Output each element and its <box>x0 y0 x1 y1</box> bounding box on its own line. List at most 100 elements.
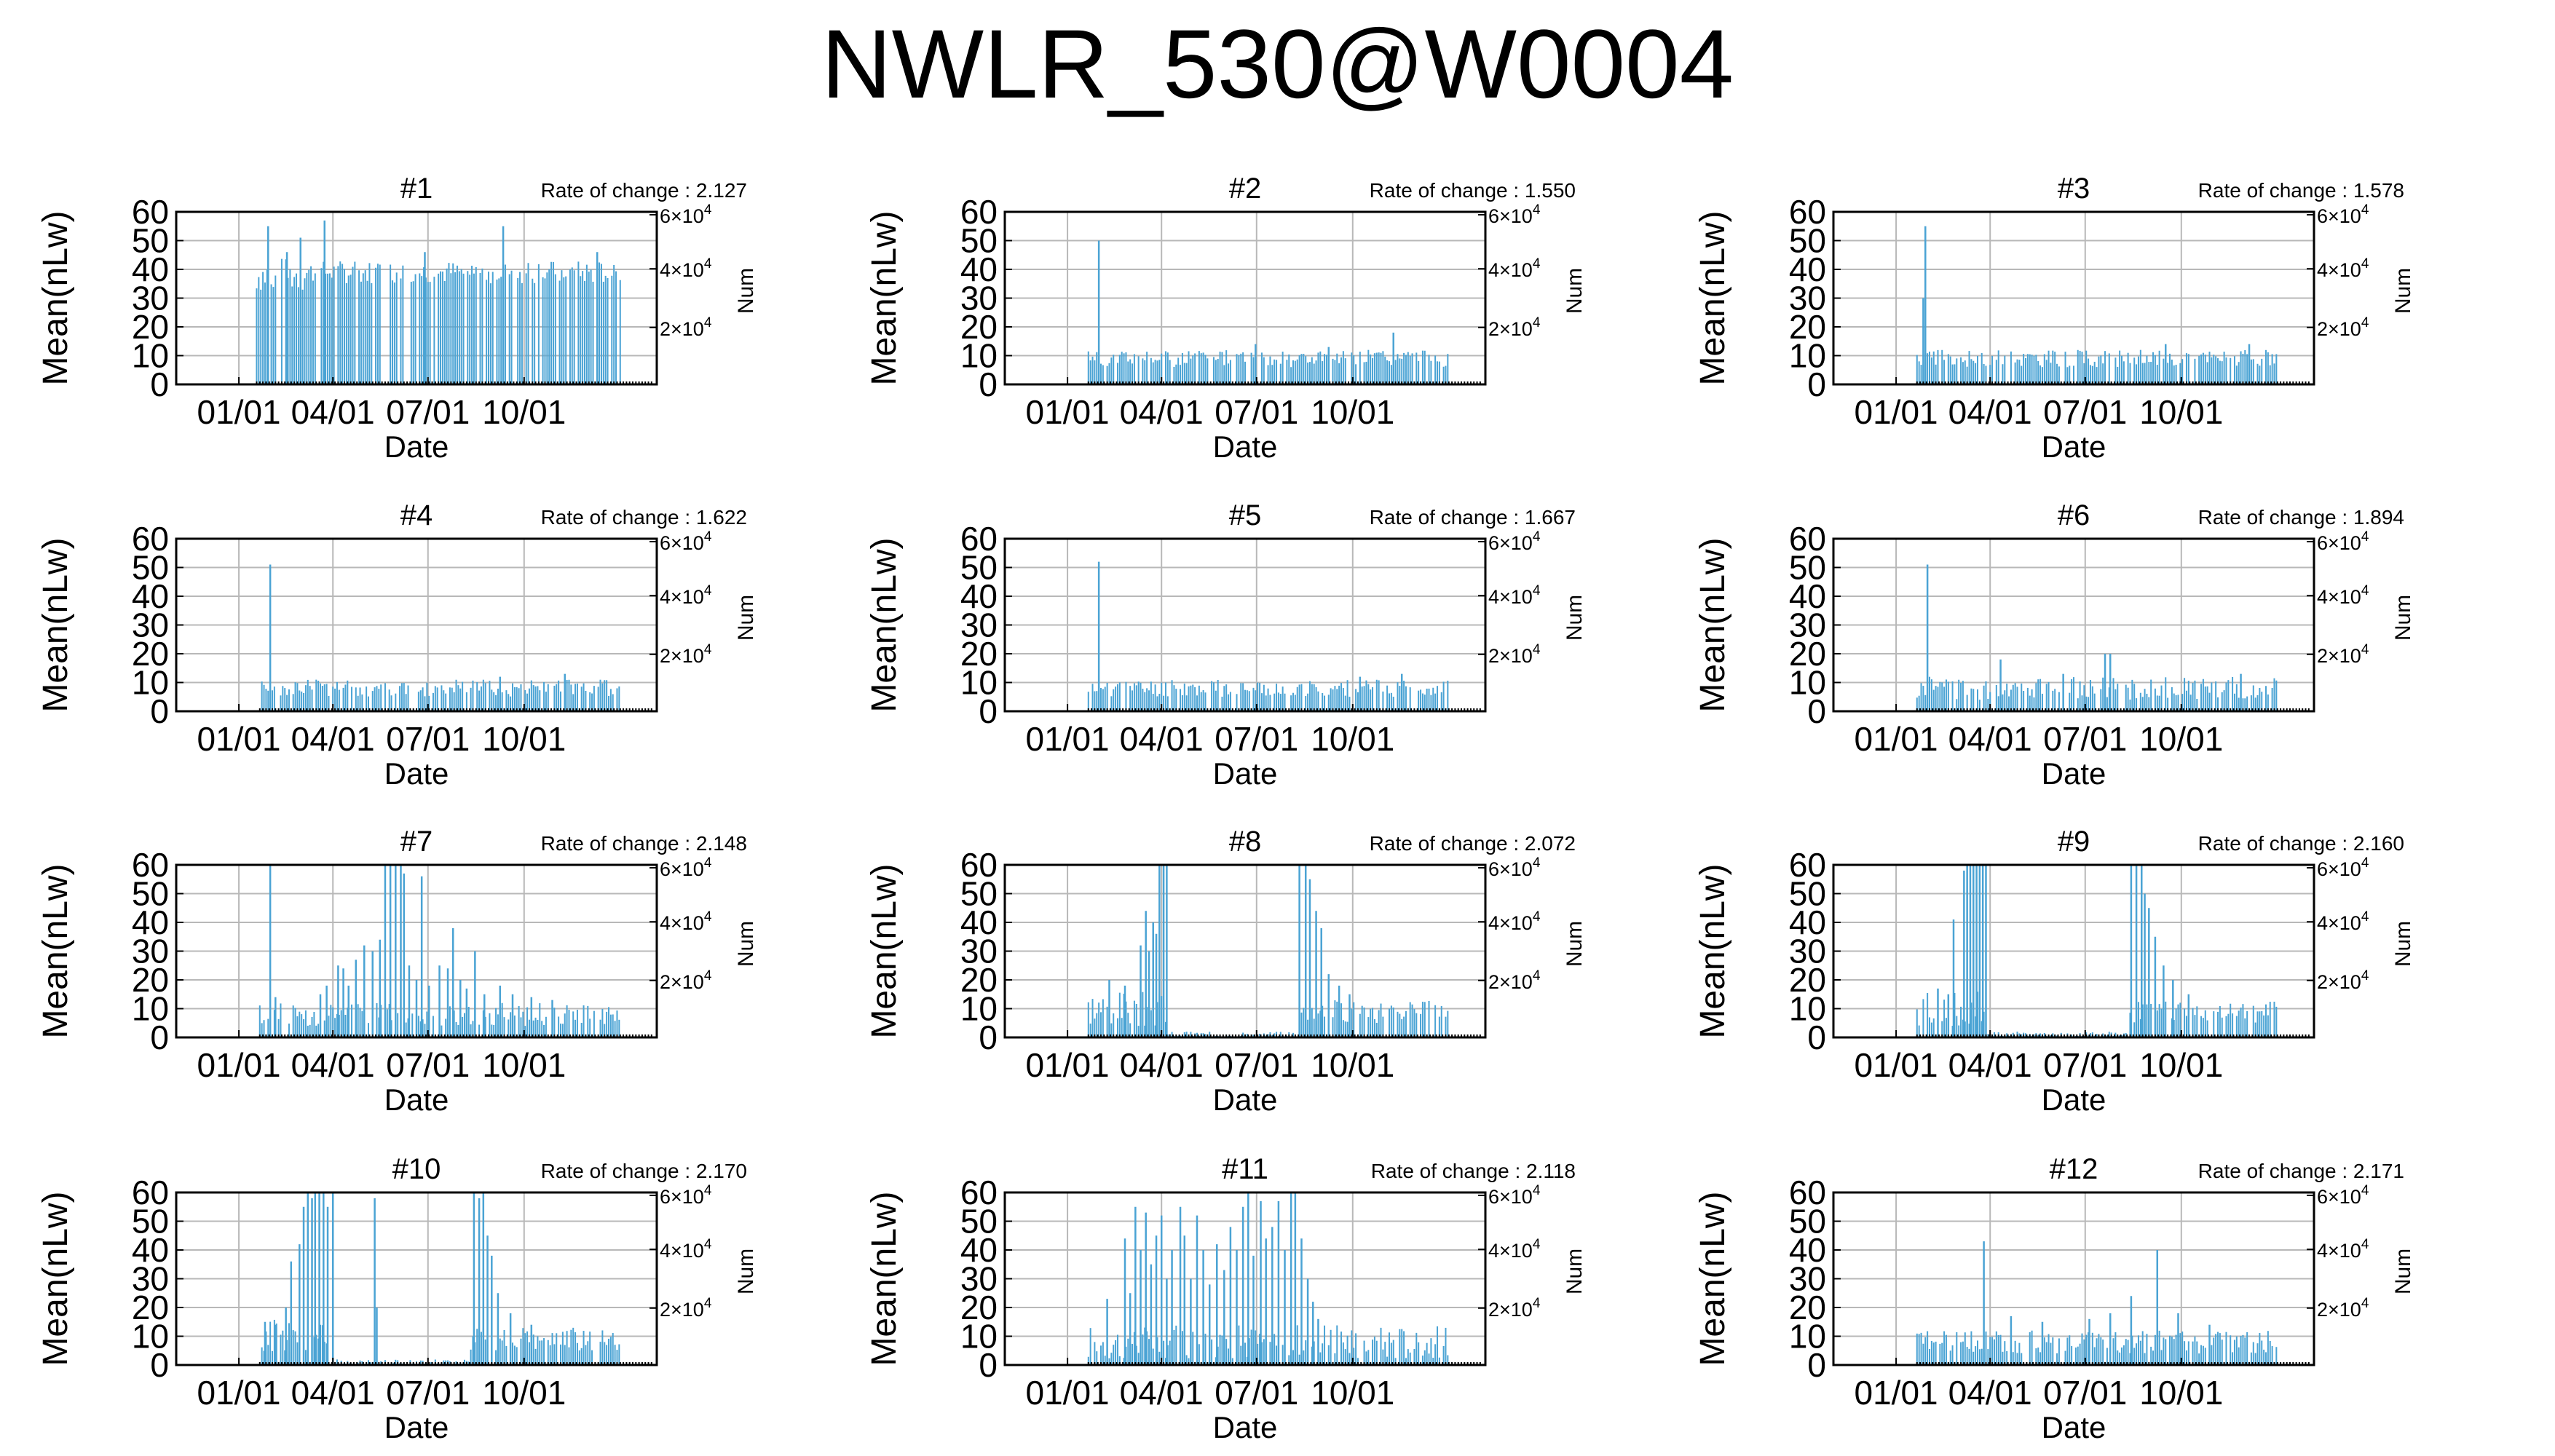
y2-tick-label: 6×104 <box>2317 1183 2369 1208</box>
x-tick-label: 01/01 <box>197 720 281 758</box>
y2-tick-label: 2×104 <box>1488 642 1541 667</box>
y2-axis-label: Num <box>734 921 758 967</box>
y2-tick-label: 2×104 <box>660 315 712 340</box>
y-tick-label: 50 <box>1789 549 1826 587</box>
y-tick-label: 20 <box>1789 308 1826 346</box>
y-tick-label: 10 <box>960 1318 998 1356</box>
x-tick-label: 04/01 <box>1120 393 1204 431</box>
x-axis-label: Date <box>384 756 449 791</box>
y-axis-label: Mean(nLw) <box>865 1191 904 1366</box>
y-tick-label: 60 <box>960 1174 998 1211</box>
x-tick-label: 10/01 <box>2139 1046 2223 1084</box>
y-tick-label: 0 <box>1807 1018 1826 1056</box>
x-tick-label: 07/01 <box>1215 1374 1298 1412</box>
panel-title: #2 <box>1229 173 1262 205</box>
panel-title: #4 <box>400 499 433 531</box>
y-tick-label: 0 <box>1807 692 1826 730</box>
panel-title: #9 <box>2058 826 2090 858</box>
y2-axis-label: Num <box>1563 921 1587 967</box>
y-tick-label: 20 <box>132 961 169 999</box>
x-tick-label: 07/01 <box>386 720 470 758</box>
y2-tick-label: 4×104 <box>2317 1237 2369 1262</box>
x-tick-label: 01/01 <box>197 1046 281 1084</box>
rate-of-change: Rate of change : 2.160 <box>2198 832 2404 855</box>
y-tick-label: 60 <box>132 193 169 231</box>
x-axis-label: Date <box>2042 1083 2106 1117</box>
y-axis-label: Mean(nLw) <box>1694 1191 1732 1366</box>
y-tick-label: 40 <box>132 577 169 615</box>
y-tick-label: 40 <box>132 903 169 941</box>
x-tick-label: 04/01 <box>1948 393 2032 431</box>
panel-title: #6 <box>2058 499 2090 531</box>
x-tick-label: 07/01 <box>386 1374 470 1412</box>
y2-tick-label: 2×104 <box>1488 1296 1541 1321</box>
y2-tick-label: 2×104 <box>2317 968 2369 993</box>
x-axis-label: Date <box>2042 430 2106 464</box>
x-tick-label: 10/01 <box>1311 1046 1394 1084</box>
y-tick-label: 30 <box>960 280 998 317</box>
rate-of-change: Rate of change : 2.118 <box>1371 1160 1576 1182</box>
y-tick-label: 50 <box>132 549 169 587</box>
y-tick-label: 30 <box>132 933 169 970</box>
y-tick-label: 50 <box>960 549 998 587</box>
x-tick-label: 04/01 <box>291 720 375 758</box>
y-tick-label: 0 <box>150 1018 169 1056</box>
x-tick-label: 10/01 <box>482 1374 566 1412</box>
y-axis-label: Mean(nLw) <box>1694 210 1732 385</box>
y-tick-label: 40 <box>960 1231 998 1269</box>
y2-axis-label: Num <box>734 595 758 641</box>
x-tick-label: 07/01 <box>1215 393 1298 431</box>
y-tick-label: 40 <box>1789 577 1826 615</box>
y-tick-label: 40 <box>960 250 998 288</box>
y-axis-label: Mean(nLw) <box>865 863 904 1038</box>
y-axis-label: Mean(nLw) <box>36 210 75 385</box>
x-tick-label: 01/01 <box>1855 720 1938 758</box>
y-tick-label: 40 <box>1789 903 1826 941</box>
y-tick-label: 60 <box>132 520 169 558</box>
y2-axis-label: Num <box>1563 1249 1587 1294</box>
y-tick-label: 0 <box>150 365 169 403</box>
y-tick-label: 0 <box>1807 365 1826 403</box>
x-axis-label: Date <box>2042 1410 2106 1444</box>
y-tick-label: 20 <box>1789 1289 1826 1326</box>
y2-tick-label: 2×104 <box>660 968 712 993</box>
y2-tick-label: 2×104 <box>2317 315 2369 340</box>
y-tick-label: 50 <box>960 1203 998 1241</box>
x-tick-label: 07/01 <box>386 393 470 431</box>
y-tick-label: 60 <box>960 193 998 231</box>
x-axis-label: Date <box>384 1083 449 1117</box>
y-tick-label: 0 <box>979 1018 998 1056</box>
y2-tick-label: 6×104 <box>1488 529 1541 554</box>
x-axis-label: Date <box>1213 1083 1278 1117</box>
y-tick-label: 0 <box>979 692 998 730</box>
y2-tick-label: 4×104 <box>660 583 712 608</box>
x-tick-label: 10/01 <box>1311 1374 1394 1412</box>
y-tick-label: 40 <box>1789 1231 1826 1269</box>
y-tick-label: 60 <box>1789 1174 1826 1211</box>
x-tick-label: 10/01 <box>1311 720 1394 758</box>
y2-axis-label: Num <box>1563 268 1587 314</box>
y-tick-label: 30 <box>960 606 998 644</box>
y2-tick-label: 4×104 <box>1488 1237 1541 1262</box>
rate-of-change: Rate of change : 1.894 <box>2198 506 2404 529</box>
panel-title: #7 <box>400 826 433 858</box>
panel-title: #5 <box>1229 499 1262 531</box>
y-axis-label: Mean(nLw) <box>865 210 904 385</box>
y-tick-label: 10 <box>1789 337 1826 375</box>
rate-of-change: Rate of change : 2.170 <box>541 1160 747 1182</box>
rate-of-change: Rate of change : 2.171 <box>2198 1160 2404 1182</box>
y-tick-label: 20 <box>960 1289 998 1326</box>
x-tick-label: 10/01 <box>482 720 566 758</box>
x-tick-label: 04/01 <box>1120 1374 1204 1412</box>
y-tick-label: 10 <box>960 990 998 1028</box>
x-tick-label: 04/01 <box>1948 1046 2032 1084</box>
y2-tick-label: 6×104 <box>2317 529 2369 554</box>
y-axis-label: Mean(nLw) <box>865 537 904 712</box>
y-tick-label: 60 <box>960 520 998 558</box>
y-tick-label: 30 <box>960 1260 998 1298</box>
x-tick-label: 01/01 <box>197 393 281 431</box>
